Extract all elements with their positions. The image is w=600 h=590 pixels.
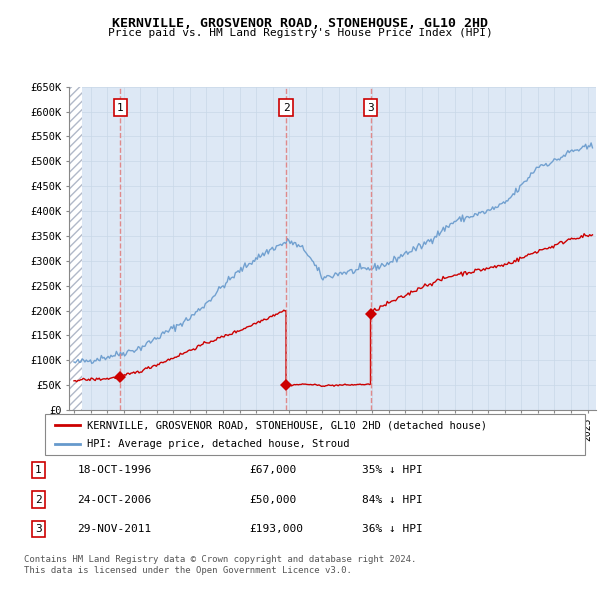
Text: 84% ↓ HPI: 84% ↓ HPI (362, 494, 423, 504)
Text: KERNVILLE, GROSVENOR ROAD, STONEHOUSE, GL10 2HD: KERNVILLE, GROSVENOR ROAD, STONEHOUSE, G… (112, 17, 488, 30)
Text: 1: 1 (117, 103, 124, 113)
Text: This data is licensed under the Open Government Licence v3.0.: This data is licensed under the Open Gov… (24, 566, 352, 575)
Text: 2: 2 (35, 494, 41, 504)
Text: 29-NOV-2011: 29-NOV-2011 (77, 524, 152, 534)
Text: £67,000: £67,000 (250, 466, 297, 476)
Text: 35% ↓ HPI: 35% ↓ HPI (362, 466, 423, 476)
Text: KERNVILLE, GROSVENOR ROAD, STONEHOUSE, GL10 2HD (detached house): KERNVILLE, GROSVENOR ROAD, STONEHOUSE, G… (87, 420, 487, 430)
Text: Contains HM Land Registry data © Crown copyright and database right 2024.: Contains HM Land Registry data © Crown c… (24, 555, 416, 563)
Text: HPI: Average price, detached house, Stroud: HPI: Average price, detached house, Stro… (87, 440, 350, 450)
Text: 3: 3 (367, 103, 374, 113)
FancyBboxPatch shape (45, 414, 585, 455)
Text: 18-OCT-1996: 18-OCT-1996 (77, 466, 152, 476)
Text: 2: 2 (283, 103, 289, 113)
Text: £50,000: £50,000 (250, 494, 297, 504)
Text: £193,000: £193,000 (250, 524, 304, 534)
Text: 1: 1 (35, 466, 41, 476)
Text: Price paid vs. HM Land Registry's House Price Index (HPI): Price paid vs. HM Land Registry's House … (107, 28, 493, 38)
Text: 3: 3 (35, 524, 41, 534)
Text: 24-OCT-2006: 24-OCT-2006 (77, 494, 152, 504)
Text: 36% ↓ HPI: 36% ↓ HPI (362, 524, 423, 534)
